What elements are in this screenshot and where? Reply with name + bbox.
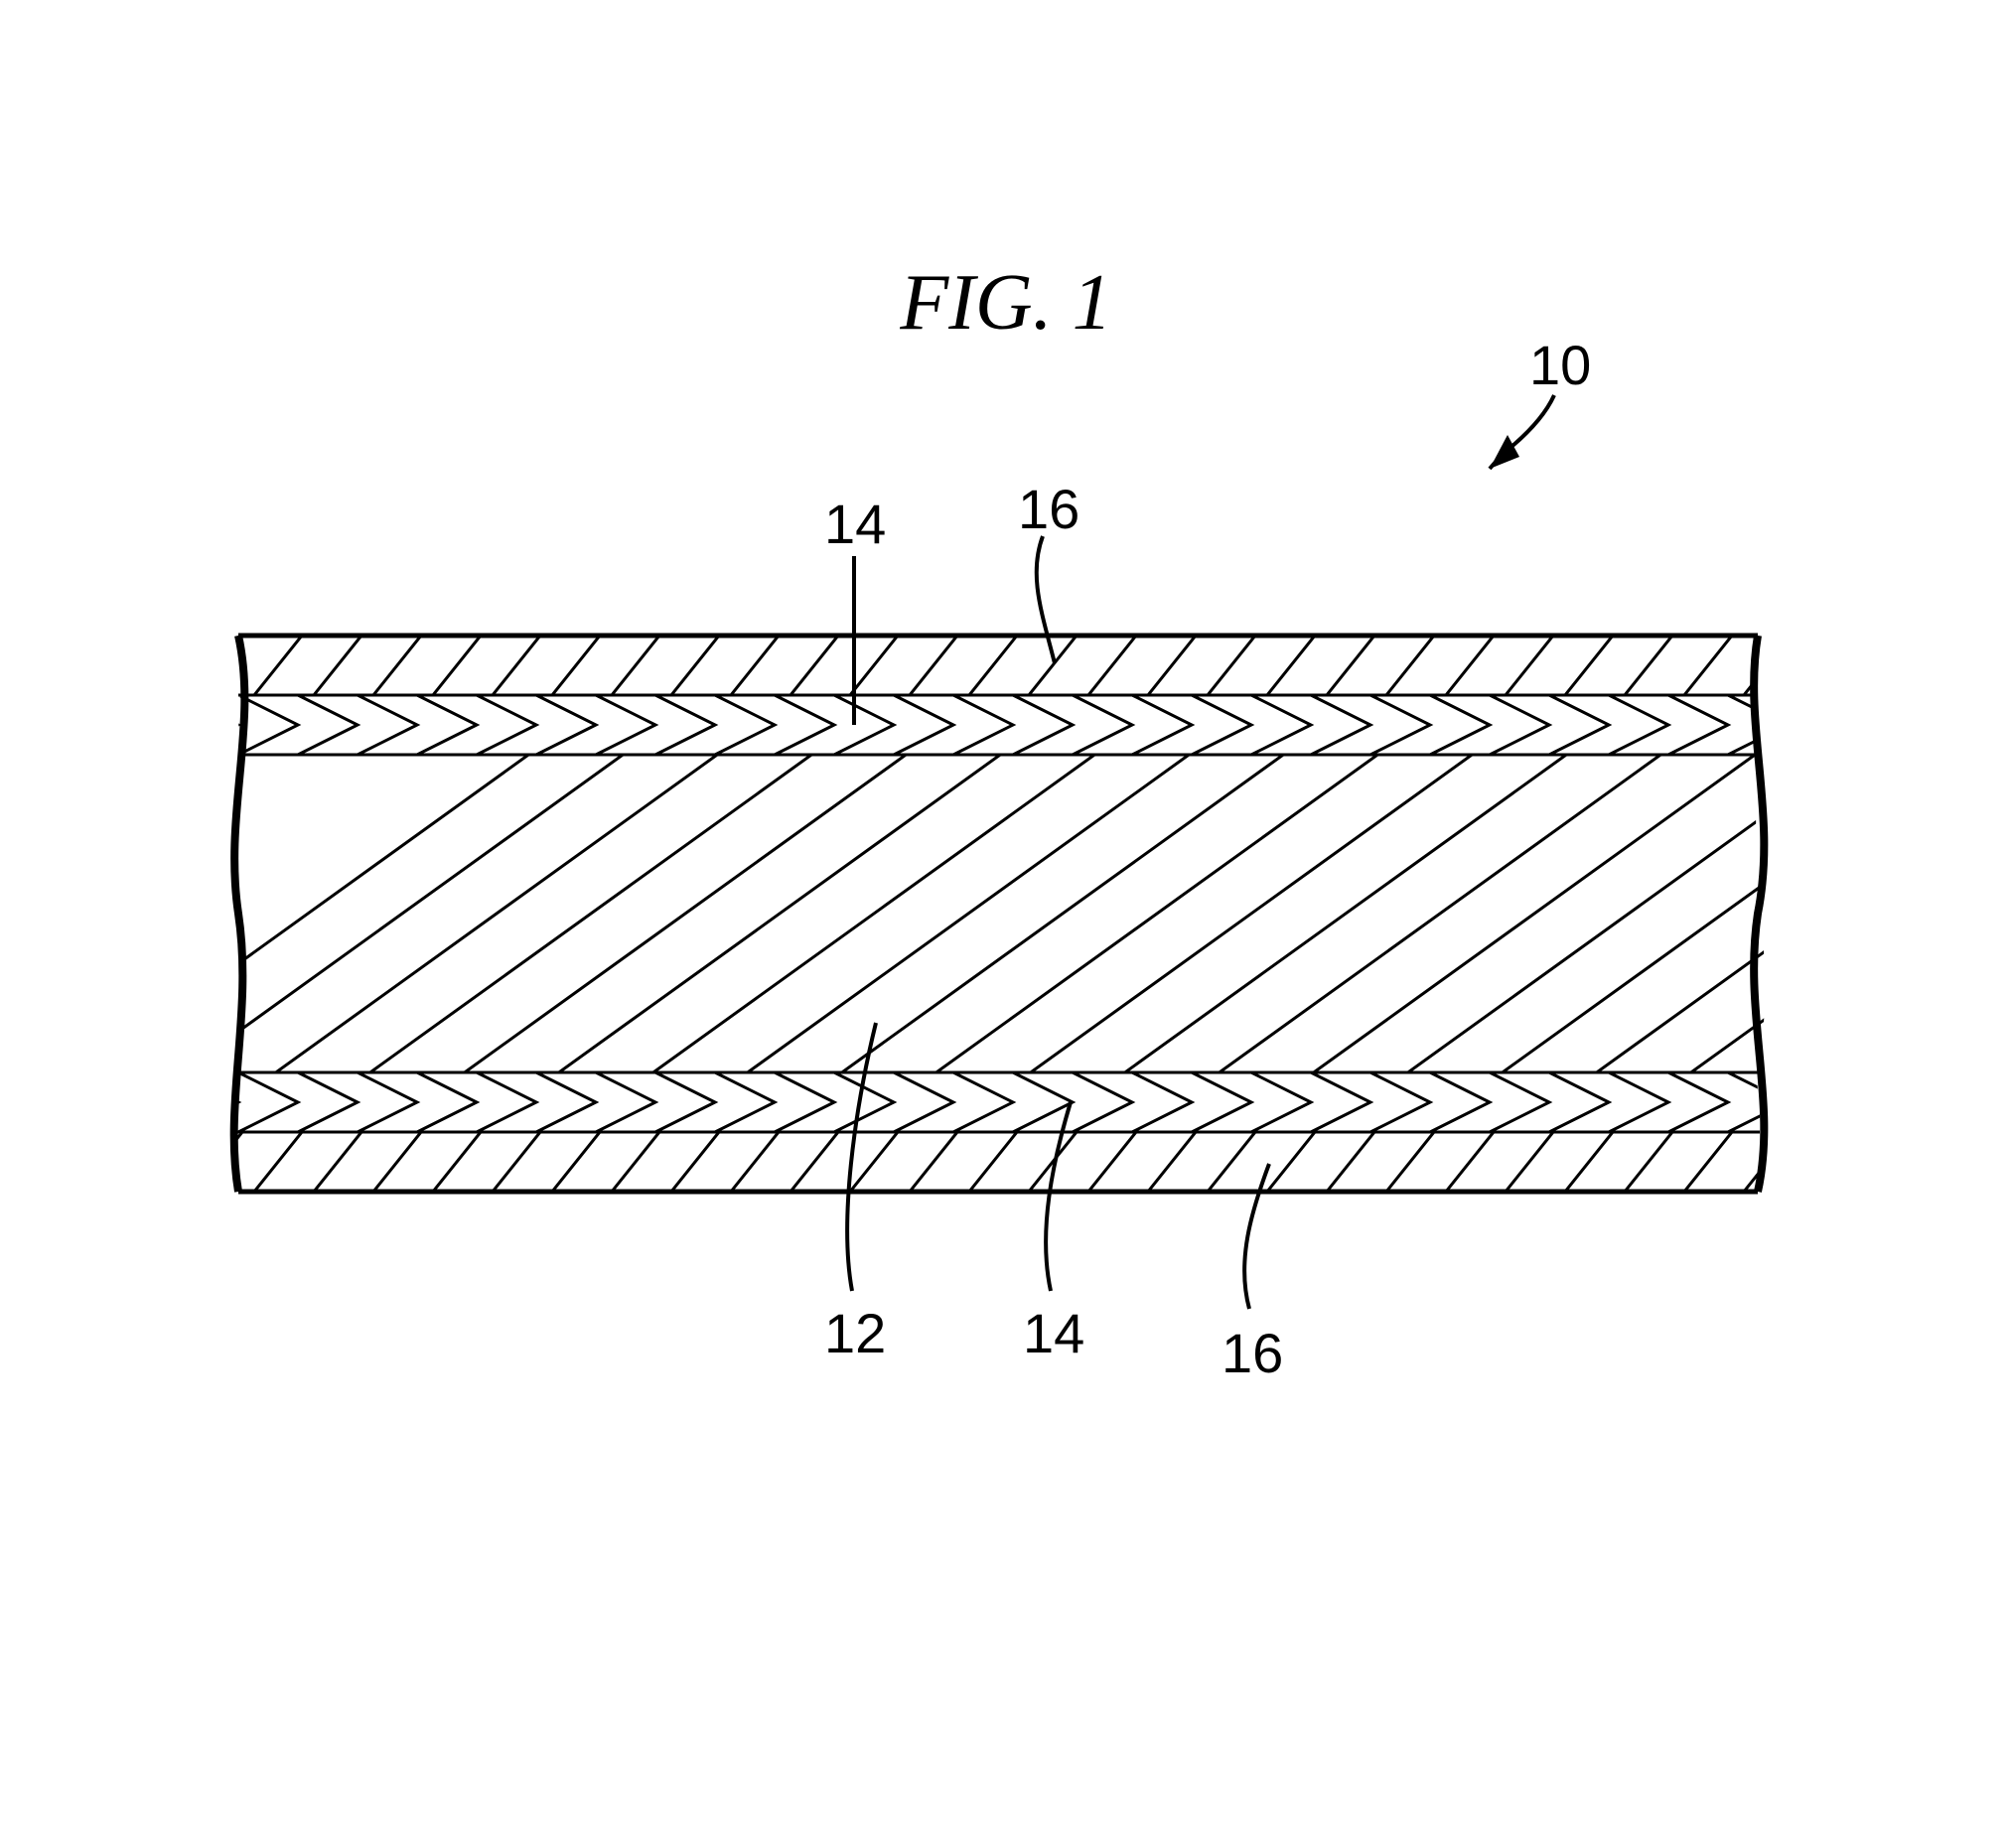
cross-section-diagram — [0, 0, 2012, 1848]
leader-lines — [847, 395, 1554, 1309]
layer-14-top-hatch — [179, 695, 1788, 755]
layer-16-top-hatch — [179, 616, 1807, 715]
page: FIG. 1 10 14 16 12 14 16 — [0, 0, 2012, 1848]
layer-16-bot-hatch — [179, 1112, 1807, 1211]
layer-12-hatch — [60, 735, 2012, 1092]
layer-14-bot-hatch — [179, 1072, 1788, 1132]
